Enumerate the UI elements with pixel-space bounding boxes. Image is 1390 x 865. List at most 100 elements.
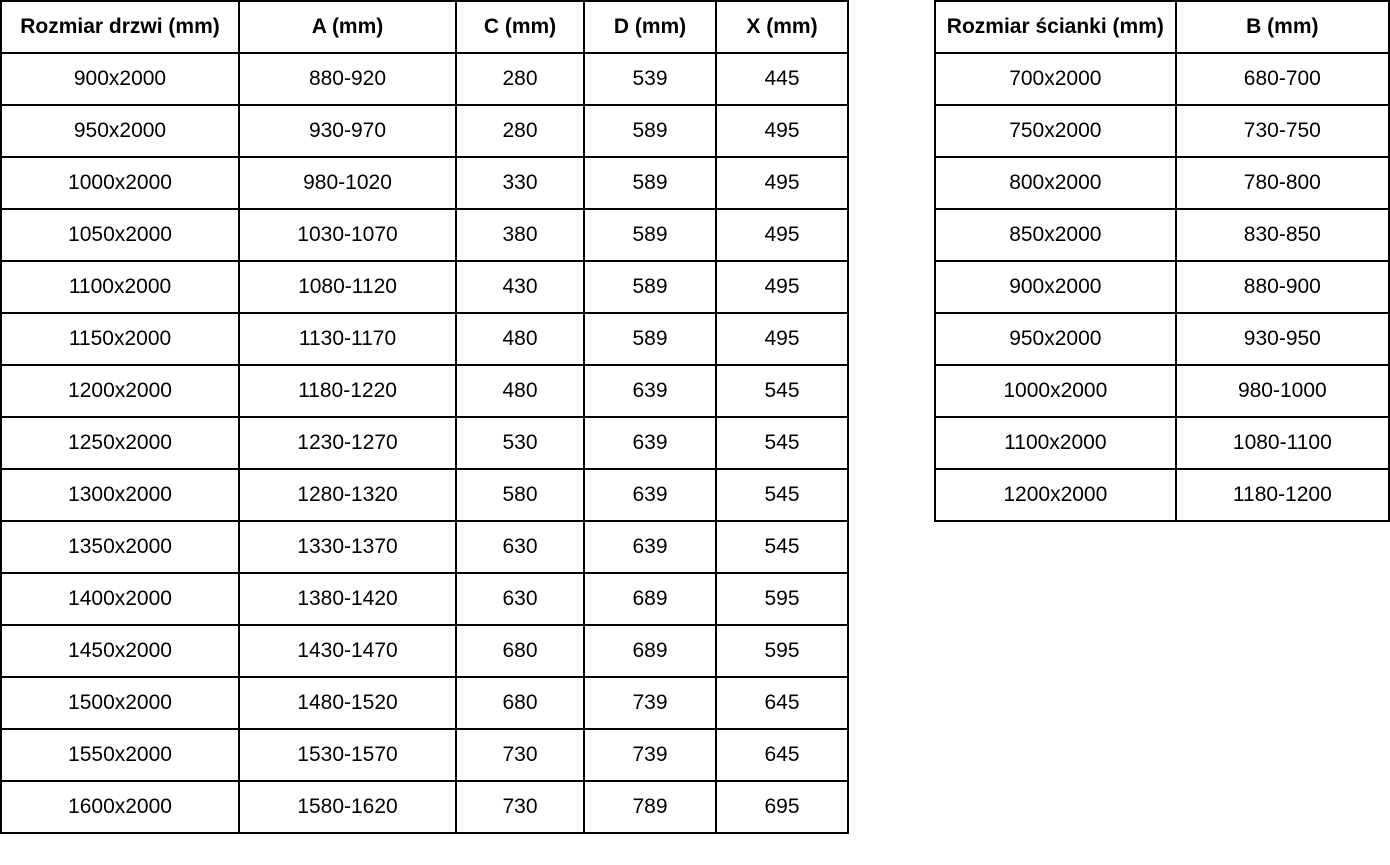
table-row: 1200x2000 1180-1200 <box>934 468 1390 522</box>
table-cell: 595 <box>715 572 849 626</box>
table-cell: 1180-1220 <box>238 364 457 418</box>
table-cell: 930-970 <box>238 104 457 158</box>
table-row: 700x2000 680-700 <box>934 52 1390 106</box>
table-cell: 639 <box>583 520 717 574</box>
table-cell: 495 <box>715 312 849 366</box>
table-cell: 680 <box>455 676 585 730</box>
table-cell: 630 <box>455 520 585 574</box>
table-cell: 495 <box>715 260 849 314</box>
table-cell: 1380-1420 <box>238 572 457 626</box>
table-cell: 1250x2000 <box>0 416 240 470</box>
table-row: 1600x2000 1580-1620 730 789 695 <box>0 780 849 834</box>
table-cell: 1230-1270 <box>238 416 457 470</box>
table-row: 1000x2000 980-1000 <box>934 364 1390 418</box>
table-row: 1450x2000 1430-1470 680 689 595 <box>0 624 849 678</box>
table-cell: 830-850 <box>1174 208 1390 262</box>
table-cell: 1430-1470 <box>238 624 457 678</box>
table-cell: 445 <box>715 52 849 106</box>
table-row: 950x2000 930-950 <box>934 312 1390 366</box>
table-row: 1100x2000 1080-1100 <box>934 416 1390 470</box>
table-cell: 730-750 <box>1174 104 1390 158</box>
table-cell: 789 <box>583 780 717 834</box>
table-row: 1200x2000 1180-1220 480 639 545 <box>0 364 849 418</box>
table-cell: 689 <box>583 624 717 678</box>
column-header: B (mm) <box>1174 0 1390 54</box>
table-cell: 739 <box>583 676 717 730</box>
door-sizes-table: Rozmiar drzwi (mm) A (mm) C (mm) D (mm) X (m… <box>0 0 849 834</box>
table-cell: 280 <box>455 104 585 158</box>
table-cell: 545 <box>715 364 849 418</box>
header-row: Rozmiar ścianki (mm) B (mm) <box>934 0 1390 54</box>
table-row: 1150x2000 1130-1170 480 589 495 <box>0 312 849 366</box>
header-row: Rozmiar drzwi (mm) A (mm) C (mm) D (mm) X (m… <box>0 0 849 54</box>
column-header: X (mm) <box>715 0 849 54</box>
table-cell: 1080-1100 <box>1174 416 1390 470</box>
table-cell: 639 <box>583 364 717 418</box>
column-header: D (mm) <box>583 0 717 54</box>
table-cell: 645 <box>715 728 849 782</box>
table-row: 1550x2000 1530-1570 730 739 645 <box>0 728 849 782</box>
table-cell: 695 <box>715 780 849 834</box>
table-cell: 850x2000 <box>934 208 1177 262</box>
table-cell: 495 <box>715 104 849 158</box>
table-cell: 1000x2000 <box>0 156 240 210</box>
table-cell: 1000x2000 <box>934 364 1177 418</box>
table-cell: 280 <box>455 52 585 106</box>
table-cell: 630 <box>455 572 585 626</box>
table-cell: 930-950 <box>1174 312 1390 366</box>
table-cell: 1550x2000 <box>0 728 240 782</box>
table-cell: 589 <box>583 208 717 262</box>
table-cell: 589 <box>583 260 717 314</box>
wall-panel-sizes-table: Rozmiar ścianki (mm) B (mm) 700x2000 680-70… <box>934 0 1390 522</box>
table-cell: 1400x2000 <box>0 572 240 626</box>
table-cell: 730 <box>455 780 585 834</box>
column-header: C (mm) <box>455 0 585 54</box>
table-cell: 589 <box>583 312 717 366</box>
table-cell: 639 <box>583 468 717 522</box>
table-cell: 1530-1570 <box>238 728 457 782</box>
table-cell: 1300x2000 <box>0 468 240 522</box>
table-cell: 595 <box>715 624 849 678</box>
table-cell: 800x2000 <box>934 156 1177 210</box>
table-row: 1250x2000 1230-1270 530 639 545 <box>0 416 849 470</box>
table-cell: 1030-1070 <box>238 208 457 262</box>
table-cell: 639 <box>583 416 717 470</box>
table-cell: 539 <box>583 52 717 106</box>
table-cell: 730 <box>455 728 585 782</box>
table-cell: 980-1000 <box>1174 364 1390 418</box>
table-cell: 480 <box>455 312 585 366</box>
table-cell: 480 <box>455 364 585 418</box>
table-cell: 495 <box>715 208 849 262</box>
table-cell: 580 <box>455 468 585 522</box>
table-cell: 545 <box>715 416 849 470</box>
table-row: 750x2000 730-750 <box>934 104 1390 158</box>
table-cell: 645 <box>715 676 849 730</box>
table-row: 800x2000 780-800 <box>934 156 1390 210</box>
table-row: 1300x2000 1280-1320 580 639 545 <box>0 468 849 522</box>
table-row: 900x2000 880-900 <box>934 260 1390 314</box>
table-cell: 495 <box>715 156 849 210</box>
table-cell: 680-700 <box>1174 52 1390 106</box>
table-cell: 680 <box>455 624 585 678</box>
table-cell: 1200x2000 <box>0 364 240 418</box>
table-cell: 689 <box>583 572 717 626</box>
table-cell: 1280-1320 <box>238 468 457 522</box>
table-row: 1500x2000 1480-1520 680 739 645 <box>0 676 849 730</box>
table-cell: 1350x2000 <box>0 520 240 574</box>
table-row: 1350x2000 1330-1370 630 639 545 <box>0 520 849 574</box>
table-cell: 545 <box>715 468 849 522</box>
table-cell: 1450x2000 <box>0 624 240 678</box>
table-cell: 1330-1370 <box>238 520 457 574</box>
table-cell: 1500x2000 <box>0 676 240 730</box>
table-cell: 1150x2000 <box>0 312 240 366</box>
table-row: 1050x2000 1030-1070 380 589 495 <box>0 208 849 262</box>
table-row: 1400x2000 1380-1420 630 689 595 <box>0 572 849 626</box>
table-cell: 1600x2000 <box>0 780 240 834</box>
table-cell: 1200x2000 <box>934 468 1177 522</box>
table-cell: 739 <box>583 728 717 782</box>
table-cell: 900x2000 <box>934 260 1177 314</box>
table-cell: 980-1020 <box>238 156 457 210</box>
table-cell: 1100x2000 <box>934 416 1177 470</box>
table-cell: 780-800 <box>1174 156 1390 210</box>
table-cell: 1580-1620 <box>238 780 457 834</box>
